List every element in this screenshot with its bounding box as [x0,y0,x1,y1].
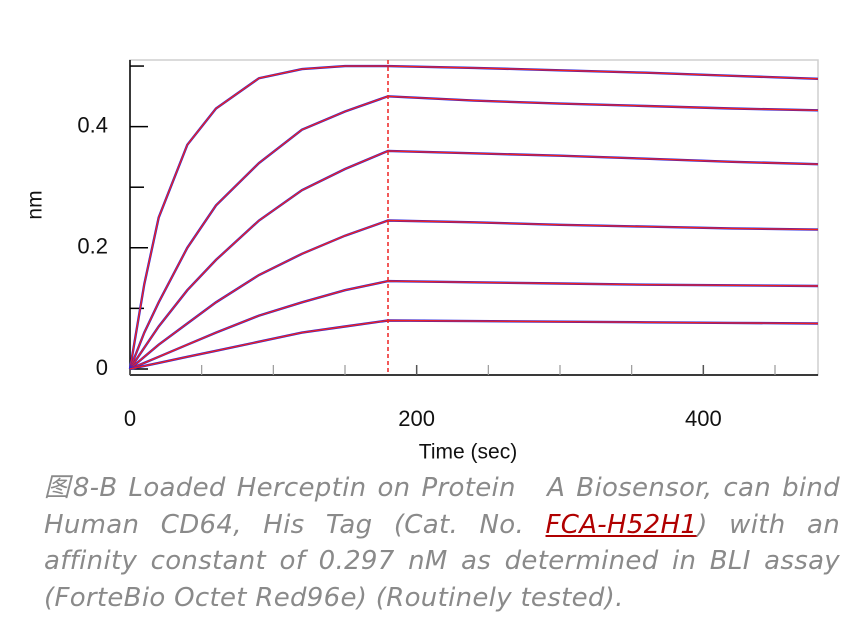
y-tick-label: 0 [96,355,108,380]
catalog-link[interactable]: FCA-H52H1 [545,509,698,540]
data-line [129,149,819,370]
fit-line [129,150,819,370]
fit-line [129,280,819,370]
fit-line [129,95,819,370]
x-axis-label: Time (sec) [419,441,517,464]
data-line [129,279,819,371]
data-line [128,95,819,370]
fit-line [129,319,819,370]
chart: nm Time (sec) 0 0.2 0.4 0 200 400 [24,59,819,464]
x-tick-label: 200 [398,406,435,431]
y-tick-label: 0.4 [77,112,108,137]
y-axis-label: nm [24,190,47,219]
fit-line [129,219,819,370]
fit-line [129,65,819,370]
x-tick-label: 0 [124,406,136,431]
x-tick-label: 400 [685,406,722,431]
caption: 图8-B Loaded Herceptin on Protein A Biose… [44,470,857,616]
y-tick-label: 0.2 [77,234,108,259]
data-line [129,319,819,371]
caption-text: ) with an affinity constant of 0.297 nM … [44,509,857,613]
caption-text: 图8-B Loaded Herceptin on Protein A Biose… [44,473,840,540]
